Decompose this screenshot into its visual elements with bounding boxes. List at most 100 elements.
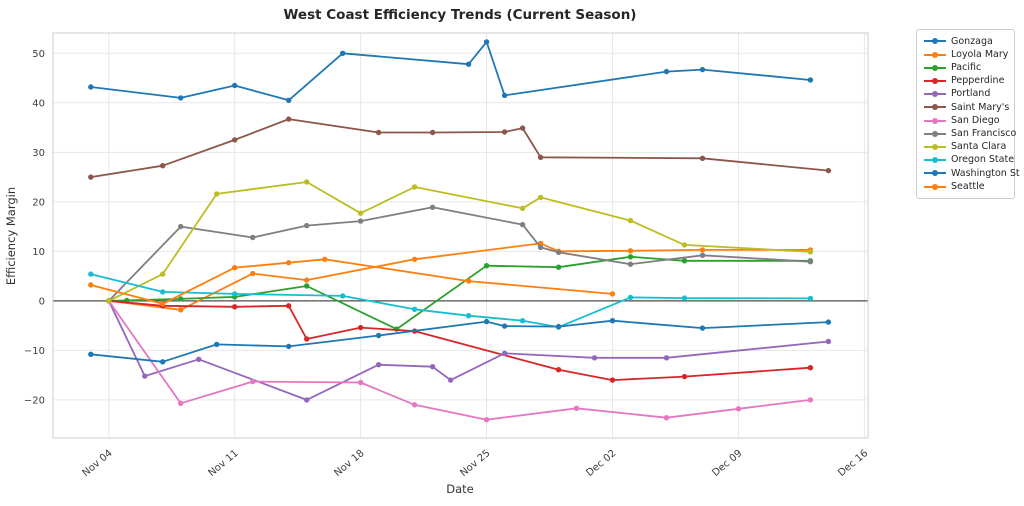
data-point: [232, 137, 238, 143]
data-point: [357, 218, 364, 224]
data-point: [555, 323, 562, 330]
legend-item-portland: Portland: [924, 89, 1014, 99]
data-point: [555, 264, 562, 270]
plot-border: [52, 32, 869, 439]
data-point: [232, 265, 238, 271]
data-point: [88, 84, 94, 90]
data-point: [340, 293, 346, 299]
series-washington-st: [88, 318, 832, 365]
data-point: [160, 271, 166, 277]
series-loyola-mary: [106, 240, 814, 313]
legend-label: Seattle: [951, 180, 985, 192]
legend-label: Portland: [951, 88, 991, 100]
data-point: [681, 242, 688, 248]
legend-line-marker-icon: [924, 183, 946, 190]
legend-item-san-diego: San Diego: [924, 116, 1014, 126]
data-point: [232, 291, 238, 297]
data-point: [106, 298, 112, 304]
x-tick-label: Nov 18: [332, 448, 366, 479]
data-point: [304, 222, 310, 229]
data-point: [735, 406, 742, 412]
data-point: [88, 271, 94, 277]
legend-label: Loyola Mary: [951, 48, 1009, 60]
data-point: [519, 221, 526, 228]
data-point: [160, 301, 166, 307]
legend-item-pacific: Pacific: [924, 63, 1014, 73]
x-tick-label: Dec 02: [584, 448, 618, 479]
data-point: [519, 205, 526, 211]
data-point: [501, 92, 508, 99]
legend-label: Pacific: [951, 62, 982, 74]
data-point: [411, 184, 418, 190]
data-point: [411, 256, 418, 262]
data-point: [160, 163, 166, 169]
legend-item-saint-mary-s: Saint Mary's: [924, 103, 1014, 113]
legend-line-marker-icon: [924, 38, 946, 45]
legend-line-marker-icon: [924, 51, 946, 58]
legend-item-seattle: Seattle: [924, 182, 1014, 192]
series-san-diego: [106, 298, 814, 423]
data-point: [465, 278, 472, 284]
data-point: [537, 194, 544, 201]
data-point: [609, 291, 616, 297]
y-tick-label: 20: [32, 197, 45, 208]
legend-line-marker-icon: [924, 91, 946, 98]
data-point: [807, 397, 814, 403]
data-point: [807, 259, 814, 265]
data-point: [88, 282, 94, 288]
series-pepperdine: [106, 298, 814, 383]
data-point: [501, 350, 508, 356]
data-point: [519, 318, 526, 324]
data-point: [232, 304, 238, 310]
data-point: [375, 129, 382, 136]
legend-label: San Francisco: [951, 128, 1017, 139]
data-point: [627, 248, 634, 254]
x-tick-label: Nov 04: [80, 448, 114, 479]
data-point: [681, 295, 688, 301]
data-point: [807, 77, 814, 83]
data-point: [555, 367, 562, 373]
data-point: [555, 249, 562, 255]
series-line-santa-clara: [107, 181, 812, 302]
data-point: [304, 283, 310, 289]
legend-label: Oregon State: [951, 154, 1015, 166]
data-point: [232, 82, 238, 89]
data-point: [178, 223, 184, 230]
data-point: [699, 66, 706, 73]
data-point: [483, 39, 490, 45]
data-point: [825, 167, 832, 174]
data-point: [807, 249, 814, 255]
legend-item-pepperdine: Pepperdine: [924, 76, 1014, 86]
data-point: [357, 324, 364, 331]
data-point: [160, 289, 166, 295]
data-point: [250, 378, 256, 385]
series-saint-mary-s: [88, 116, 832, 180]
legend-line-marker-icon: [924, 78, 946, 84]
data-point: [663, 68, 670, 75]
series-santa-clara: [106, 179, 814, 304]
data-point: [825, 319, 832, 325]
legend-label: Washington St: [951, 167, 1020, 179]
data-point: [609, 318, 616, 324]
data-point: [88, 174, 94, 180]
data-point: [286, 260, 292, 266]
data-point: [807, 295, 814, 302]
data-point: [160, 359, 166, 365]
data-point: [429, 364, 436, 370]
data-point: [375, 362, 382, 368]
data-point: [286, 116, 292, 122]
data-point: [375, 332, 382, 339]
series-line-washington-st: [89, 319, 830, 363]
legend-item-washington-st: Washington St: [924, 169, 1020, 179]
data-point: [663, 355, 670, 361]
data-point: [88, 351, 94, 357]
series-line-saint-mary-s: [89, 118, 830, 179]
data-point: [214, 341, 220, 348]
legend-line-marker-icon: [924, 170, 946, 177]
data-point: [357, 210, 364, 216]
data-point: [465, 313, 472, 319]
data-point: [483, 263, 490, 269]
x-tick-label: Dec 09: [710, 448, 744, 479]
legend-line-marker-icon: [924, 130, 946, 137]
